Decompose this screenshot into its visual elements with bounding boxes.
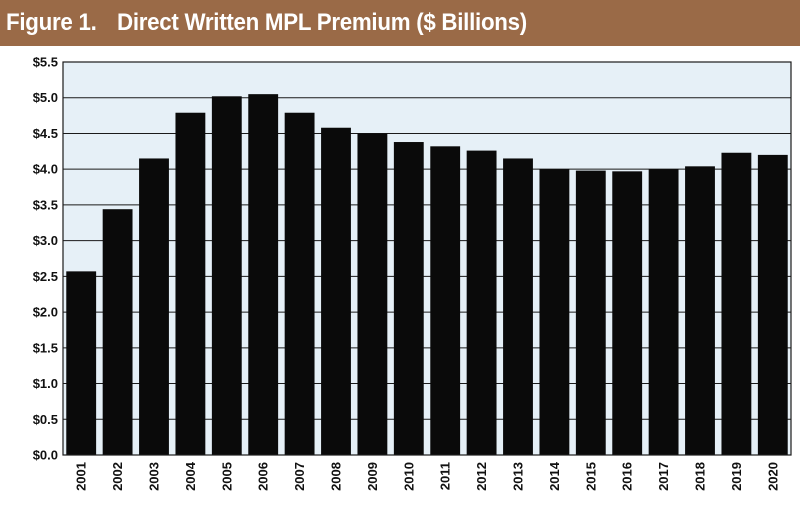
- y-tick-label: $1.0: [33, 376, 58, 391]
- y-tick-label: $0.5: [33, 412, 58, 427]
- y-tick-label: $3.0: [33, 233, 58, 248]
- figure-title: Figure 1. Direct Written MPL Premium ($ B…: [6, 9, 527, 37]
- bar: [102, 209, 133, 455]
- x-tick-label: 2020: [765, 462, 780, 491]
- bar: [757, 154, 788, 455]
- x-tick-label: 2011: [438, 462, 453, 490]
- chart-title: Direct Written MPL Premium ($ Billions): [116, 9, 527, 36]
- bar: [466, 150, 497, 455]
- bar-chart: $0.0 $0.5 $1.0 $1.5 $2.0 $2.5 $3.0 $3.5 $4.0 $4.5…: [33, 55, 792, 491]
- x-tick-label: 2018: [693, 462, 708, 491]
- x-tick-label: 2005: [219, 462, 234, 491]
- bar: [393, 142, 424, 455]
- x-tick-label: 2007: [292, 462, 307, 491]
- x-tick-label: 2004: [183, 461, 198, 491]
- x-tick-label: 2010: [401, 462, 416, 491]
- x-tick-label: 2003: [147, 462, 162, 491]
- y-tick-label: $3.5: [33, 197, 58, 212]
- bar: [612, 171, 643, 456]
- bar: [321, 127, 351, 455]
- x-tick-label: 2001: [74, 462, 89, 491]
- x-tick-label: 2012: [474, 462, 489, 491]
- y-tick-label: $5.5: [33, 55, 58, 70]
- x-tick-label: 2002: [110, 462, 125, 491]
- bar: [503, 158, 533, 456]
- y-tick-label: $2.0: [33, 305, 58, 320]
- bar: [430, 146, 461, 456]
- y-tick-label: $0.0: [33, 448, 58, 463]
- plot-frame: [62, 61, 792, 456]
- x-tick-label: 2017: [656, 462, 671, 491]
- y-tick-label: $2.5: [33, 269, 58, 284]
- figure-header: Figure 1. Direct Written MPL Premium ($ B…: [0, 0, 800, 46]
- x-tick-label: 2019: [729, 462, 744, 491]
- bar: [721, 152, 752, 455]
- bar: [66, 271, 97, 455]
- bar: [539, 169, 570, 455]
- bar: [685, 166, 715, 455]
- x-tick-label: 2014: [547, 461, 562, 491]
- plot-area: [63, 62, 791, 455]
- bar: [648, 169, 679, 455]
- x-tick-label: 2013: [511, 462, 526, 491]
- x-tick-label: 2015: [583, 462, 598, 491]
- bar: [175, 112, 206, 455]
- x-tick-label: 2009: [365, 462, 380, 491]
- x-tick-label: 2008: [329, 462, 344, 491]
- x-tick-label: 2006: [256, 462, 271, 491]
- y-tick-label: $4.0: [33, 162, 58, 177]
- bar: [139, 158, 169, 456]
- bar: [284, 112, 315, 455]
- bar: [248, 94, 279, 455]
- y-tick-label: $4.5: [33, 126, 58, 141]
- y-tick-label: $5.0: [33, 90, 58, 105]
- figure-label: Figure 1.: [6, 9, 97, 36]
- bar: [357, 133, 388, 456]
- bar: [575, 170, 606, 455]
- bar: [211, 96, 242, 455]
- y-tick-label: $1.5: [33, 340, 58, 355]
- x-tick-label: 2016: [620, 462, 635, 491]
